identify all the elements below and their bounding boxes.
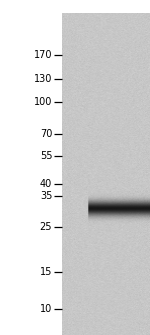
Text: 35: 35 [40, 191, 52, 201]
Text: 40: 40 [40, 180, 52, 190]
Text: 55: 55 [40, 151, 52, 161]
Text: 170: 170 [34, 50, 52, 60]
Text: 100: 100 [34, 97, 52, 108]
Text: 15: 15 [40, 267, 52, 277]
Text: 70: 70 [40, 129, 52, 139]
Text: 10: 10 [40, 304, 52, 314]
Text: 130: 130 [34, 74, 52, 84]
Text: 25: 25 [40, 221, 52, 231]
